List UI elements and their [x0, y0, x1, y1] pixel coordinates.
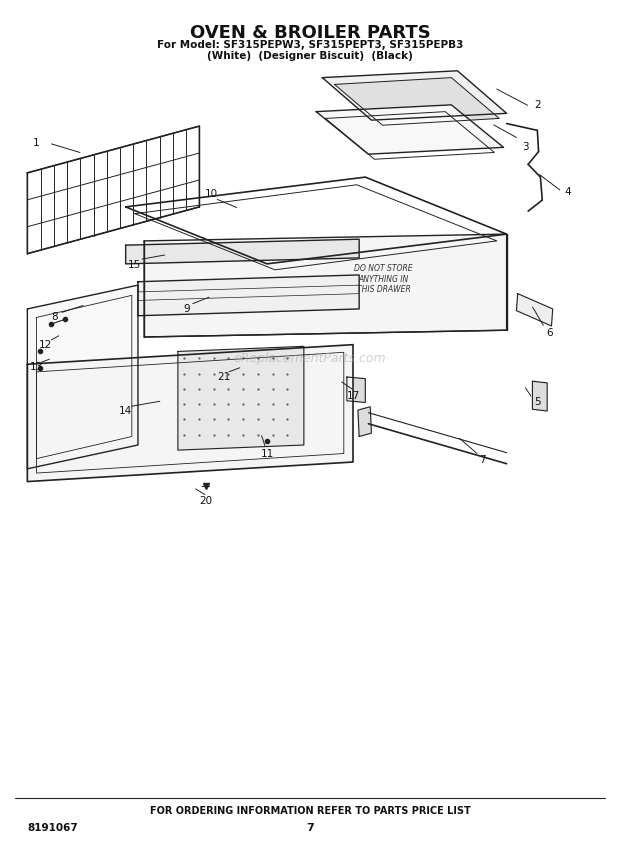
Text: 4: 4 [565, 187, 572, 197]
Polygon shape [335, 78, 499, 125]
Polygon shape [322, 71, 507, 120]
Text: 12: 12 [39, 340, 53, 349]
Polygon shape [178, 347, 304, 450]
Text: 21: 21 [218, 372, 231, 382]
Text: 5: 5 [534, 397, 541, 407]
Text: 7: 7 [479, 455, 485, 466]
Text: (White)  (Designer Biscuit)  (Black): (White) (Designer Biscuit) (Black) [207, 51, 413, 62]
Polygon shape [358, 407, 371, 437]
Text: 6: 6 [546, 328, 553, 338]
Text: 20: 20 [199, 496, 212, 506]
Text: 1: 1 [33, 138, 40, 148]
Polygon shape [126, 177, 507, 264]
Polygon shape [347, 377, 365, 402]
Text: 7: 7 [306, 823, 314, 833]
Text: 10: 10 [205, 189, 218, 199]
Polygon shape [144, 234, 507, 337]
Text: For Model: SF315PEPW3, SF315PEPT3, SF315PEPB3: For Model: SF315PEPW3, SF315PEPT3, SF315… [157, 40, 463, 51]
Text: 8191067: 8191067 [27, 823, 78, 833]
Text: 15: 15 [128, 259, 141, 270]
Polygon shape [27, 126, 200, 253]
Polygon shape [316, 104, 503, 154]
Text: eReplacementParts.com: eReplacementParts.com [234, 352, 386, 365]
Text: 13: 13 [30, 362, 43, 372]
Polygon shape [516, 294, 552, 326]
Text: 9: 9 [184, 304, 190, 314]
Text: 2: 2 [534, 100, 541, 110]
Polygon shape [126, 239, 359, 264]
Text: 3: 3 [522, 142, 528, 152]
Text: 14: 14 [119, 406, 132, 416]
Text: 8: 8 [51, 312, 58, 323]
Polygon shape [138, 275, 359, 316]
Text: DO NOT STORE
ANYTHING IN
THIS DRAWER: DO NOT STORE ANYTHING IN THIS DRAWER [355, 265, 413, 294]
Polygon shape [27, 345, 353, 482]
Text: OVEN & BROILER PARTS: OVEN & BROILER PARTS [190, 24, 430, 42]
Text: FOR ORDERING INFORMATION REFER TO PARTS PRICE LIST: FOR ORDERING INFORMATION REFER TO PARTS … [149, 805, 471, 816]
Text: 11: 11 [260, 449, 273, 459]
Text: 17: 17 [347, 390, 360, 401]
Polygon shape [533, 381, 547, 411]
Polygon shape [27, 285, 138, 469]
